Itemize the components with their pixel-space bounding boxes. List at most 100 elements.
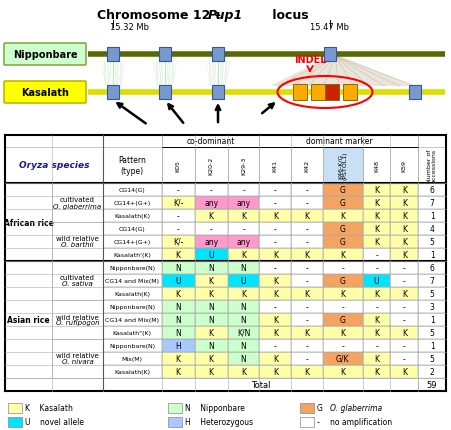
Bar (103, 352, 161, 365)
Bar (418, 339, 446, 352)
Text: K: K (402, 186, 407, 194)
Bar (391, 352, 418, 365)
Text: N: N (241, 302, 246, 311)
Bar (391, 261, 418, 274)
Text: Oryza species: Oryza species (18, 161, 89, 170)
Bar (418, 261, 446, 274)
Bar (291, 339, 323, 352)
Bar (363, 313, 391, 326)
Text: G: G (317, 404, 332, 412)
Bar (259, 352, 291, 365)
Text: K: K (374, 237, 379, 246)
Text: K: K (304, 367, 309, 376)
Text: -: - (306, 276, 308, 286)
Text: U: U (175, 276, 181, 286)
Bar (363, 197, 391, 209)
Bar (195, 326, 228, 339)
Bar (391, 365, 418, 378)
Text: co-dominant: co-dominant (186, 137, 235, 146)
Text: K: K (304, 289, 309, 298)
Bar (323, 184, 363, 197)
Text: -: - (375, 341, 378, 350)
Text: wild relative: wild relative (56, 314, 99, 320)
Bar (363, 326, 391, 339)
Text: K: K (374, 199, 379, 208)
Bar (418, 365, 446, 378)
Bar (228, 326, 259, 339)
Text: locus: locus (268, 9, 308, 22)
Bar (291, 300, 323, 313)
Bar (259, 147, 291, 184)
Text: K: K (273, 212, 278, 221)
Bar (291, 261, 323, 274)
Bar (259, 300, 291, 313)
Bar (363, 300, 391, 313)
Bar (323, 222, 363, 236)
Text: K: K (273, 250, 278, 259)
Text: Total: Total (251, 380, 270, 389)
Bar (195, 287, 228, 300)
Text: 1: 1 (430, 315, 434, 324)
Text: -: - (242, 224, 245, 233)
Bar (300, 403, 314, 413)
Bar (161, 365, 195, 378)
Text: K: K (273, 328, 278, 337)
Bar (323, 261, 363, 274)
Bar (5, 147, 103, 184)
Text: Asian rice: Asian rice (7, 315, 50, 324)
Bar (323, 287, 363, 300)
Text: K: K (341, 328, 345, 337)
Bar (259, 365, 291, 378)
Text: K: K (273, 354, 278, 363)
Bar (323, 339, 363, 352)
Text: O. glaberrima: O. glaberrima (330, 404, 382, 412)
Bar (323, 313, 363, 326)
Bar (291, 236, 323, 249)
Bar (363, 147, 391, 184)
Bar (195, 222, 228, 236)
Text: -: - (306, 302, 308, 311)
Text: O. glaberrima: O. glaberrima (54, 203, 101, 209)
Text: 5: 5 (430, 237, 435, 246)
Bar (291, 209, 323, 222)
Bar (323, 287, 363, 300)
Bar (418, 209, 446, 222)
Text: -: - (306, 186, 308, 194)
Bar (103, 209, 161, 222)
Text: Number of
accessions: Number of accessions (427, 149, 437, 183)
Bar (103, 222, 161, 236)
Text: K: K (241, 212, 246, 221)
Bar (161, 184, 195, 197)
Polygon shape (270, 57, 415, 87)
Text: K: K (209, 212, 214, 221)
Bar (291, 197, 323, 209)
Text: K: K (175, 250, 180, 259)
Text: -: - (306, 315, 308, 324)
Bar (195, 236, 228, 249)
Bar (103, 365, 161, 378)
Bar (195, 209, 228, 222)
Text: 2: 2 (430, 367, 434, 376)
Text: -: - (375, 264, 378, 272)
Text: K: K (273, 289, 278, 298)
Bar (409, 86, 421, 100)
Bar (418, 326, 446, 339)
FancyBboxPatch shape (4, 44, 86, 66)
Bar (291, 313, 323, 326)
Bar (228, 197, 259, 209)
Bar (103, 326, 161, 339)
Text: K: K (209, 354, 214, 363)
Bar (103, 136, 161, 147)
Text: N: N (175, 264, 181, 272)
Bar (323, 197, 363, 209)
Text: O. barthii: O. barthii (61, 242, 94, 248)
Text: -: - (306, 264, 308, 272)
Bar (291, 287, 323, 300)
Bar (291, 147, 323, 184)
Text: O. rufipogon: O. rufipogon (56, 320, 99, 326)
Text: -: - (306, 354, 308, 363)
Text: K: K (241, 250, 246, 259)
Bar (161, 209, 195, 222)
Text: any: any (236, 237, 251, 246)
Text: K: K (341, 212, 345, 221)
